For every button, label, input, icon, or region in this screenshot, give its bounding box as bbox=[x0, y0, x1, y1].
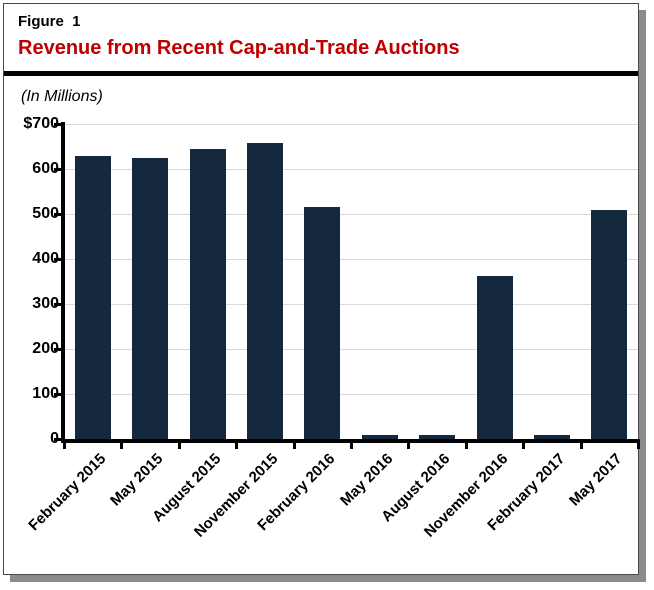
y-axis-label-600: 600 bbox=[32, 160, 59, 177]
x-tick-1 bbox=[120, 443, 124, 449]
y-tick-100 bbox=[54, 393, 61, 396]
units-note: (In Millions) bbox=[21, 88, 103, 105]
x-tick-9 bbox=[579, 443, 583, 449]
figure-number-label: Figure 1 bbox=[18, 13, 81, 30]
y-axis-label-300: 300 bbox=[32, 295, 59, 312]
gridline-600 bbox=[65, 169, 638, 170]
y-axis-label-700: $700 bbox=[23, 115, 59, 132]
gridline-100 bbox=[65, 394, 638, 395]
x-tick-4 bbox=[292, 443, 296, 449]
x-axis-label-february-2017: February 2017 bbox=[484, 450, 569, 535]
y-tick-200 bbox=[54, 348, 61, 351]
bar-february-2017 bbox=[533, 435, 570, 439]
gridline-300 bbox=[65, 304, 638, 305]
y-tick-500 bbox=[54, 213, 61, 216]
x-tick-8 bbox=[522, 443, 526, 449]
x-tick-3 bbox=[235, 443, 239, 449]
y-axis-label-0: 0 bbox=[50, 430, 59, 447]
gridline-500 bbox=[65, 214, 638, 215]
bar-august-2016 bbox=[419, 435, 456, 439]
gridline-700 bbox=[65, 124, 638, 125]
y-tick-700 bbox=[54, 123, 61, 126]
bar-november-2016 bbox=[476, 276, 513, 439]
x-axis-label-may-2017: May 2017 bbox=[566, 450, 626, 510]
bar-may-2015 bbox=[132, 157, 169, 439]
x-axis-label-may-2016: May 2016 bbox=[336, 450, 397, 510]
gridline-200 bbox=[65, 349, 638, 350]
x-axis-label-february-2016: February 2016 bbox=[254, 450, 339, 535]
bar-february-2015 bbox=[74, 155, 111, 439]
y-axis-line bbox=[61, 122, 65, 443]
y-axis-label-200: 200 bbox=[32, 340, 59, 357]
bar-february-2016 bbox=[304, 206, 341, 439]
bar-august-2015 bbox=[189, 148, 226, 439]
bar-chart: $700 600 500 400 300 200 100 0 February 2015 May … bbox=[4, 4, 640, 574]
figure-title: Revenue from Recent Cap-and-Trade Auctio… bbox=[18, 37, 460, 59]
gridline-400 bbox=[65, 259, 638, 260]
figure-panel: Figure 1 Revenue from Recent Cap-and-Tra… bbox=[3, 3, 640, 575]
x-tick-7 bbox=[464, 443, 468, 449]
x-tick-6 bbox=[407, 443, 411, 449]
title-divider-rule bbox=[4, 71, 638, 76]
bar-may-2016 bbox=[361, 434, 398, 439]
x-tick-10 bbox=[637, 443, 640, 449]
x-tick-0 bbox=[63, 443, 66, 449]
y-tick-300 bbox=[54, 303, 61, 306]
y-axis-label-500: 500 bbox=[32, 205, 59, 222]
x-axis-label-may-2015: May 2015 bbox=[107, 450, 167, 510]
bar-may-2017 bbox=[591, 209, 628, 439]
y-axis-label-400: 400 bbox=[32, 250, 59, 267]
y-axis-label-100: 100 bbox=[32, 385, 59, 402]
x-axis-line bbox=[61, 439, 640, 443]
x-tick-5 bbox=[350, 443, 353, 449]
bar-november-2015 bbox=[246, 143, 283, 439]
y-tick-400 bbox=[54, 258, 61, 261]
y-tick-0 bbox=[54, 438, 61, 441]
y-tick-600 bbox=[54, 168, 61, 171]
x-tick-2 bbox=[177, 443, 181, 449]
